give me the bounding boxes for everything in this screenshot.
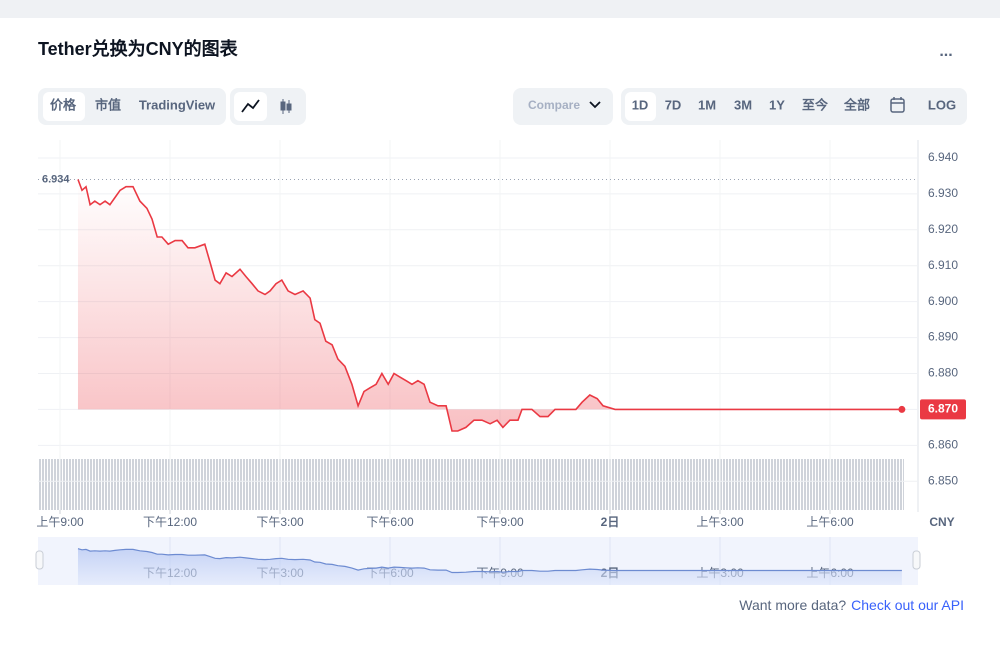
menu[interactable]: ... [939,43,952,60]
log-button[interactable]: LOG [928,97,956,112]
price-line [77,179,902,432]
chevron [589,101,601,109]
api-link[interactable]: Check out our API [851,597,964,613]
navigator-area [77,548,902,585]
max-label: 6.934 [42,173,70,185]
x-tick-label: 上午3:00 [696,515,744,529]
last-point [898,405,906,413]
footer: Want more data? Check out our API [739,597,964,613]
y-tick-label: 6.920 [928,222,958,236]
x-tick-label: 上午9:00 [36,515,84,529]
y-tick-label: 6.940 [928,150,958,164]
y-tick-label: 6.930 [928,186,958,200]
x-tick-label: 下午3:00 [256,515,304,529]
compare-label: Compare [528,98,580,112]
y-tick-label: 6.850 [928,473,958,487]
range-button[interactable]: 1Y [769,97,785,112]
volume-bars [38,459,904,510]
x-tick-label: 下午12:00 [143,515,197,529]
x-tick-label: 2日 [601,515,620,529]
range-button[interactable]: 1D [632,97,649,112]
title: Tether兑换为CNY的图表 [38,38,239,59]
view-active [43,92,85,121]
x-tick-label: 上午6:00 [806,515,854,529]
calendar-icon[interactable] [890,97,905,113]
candle-icon[interactable] [280,99,292,114]
range-button[interactable]: 至今 [802,97,829,112]
range-button[interactable]: 1M [698,97,716,112]
range-button[interactable]: 3M [734,97,752,112]
range-button[interactable]: 7D [665,97,682,112]
line-icon [241,99,260,113]
view-button[interactable]: 价格 [50,97,77,112]
navigator-handle[interactable] [35,550,44,570]
y-tick-label: 6.890 [928,330,958,344]
range-button[interactable]: 全部 [843,97,870,112]
compare-dropdown[interactable] [513,88,613,125]
x-tick-label: 下午6:00 [366,515,414,529]
axis-label: CNY [929,515,954,529]
navigator-handle[interactable] [912,550,921,570]
last-value-tag [920,399,966,420]
range-active [625,92,656,121]
range-group [621,88,967,125]
view-button[interactable]: 市值 [95,97,121,112]
y-tick-label: 6.910 [928,258,958,272]
view-button[interactable]: TradingView [139,97,216,112]
x-tick-label: 下午9:00 [476,515,524,529]
y-tick-label: 6.880 [928,366,958,380]
view-group [38,88,226,125]
footer-text: Want more data? [739,597,846,613]
last-value-label: 6.870 [928,402,958,416]
y-tick-label: 6.860 [928,438,958,452]
y-tick-label: 6.900 [928,294,958,308]
top-band [0,0,1000,18]
navigator-line [77,548,902,574]
plot: 6.850 6.860 6.870 6.880 6.890 6.900 6.910 6.920… [36,140,966,529]
area [77,179,902,431]
